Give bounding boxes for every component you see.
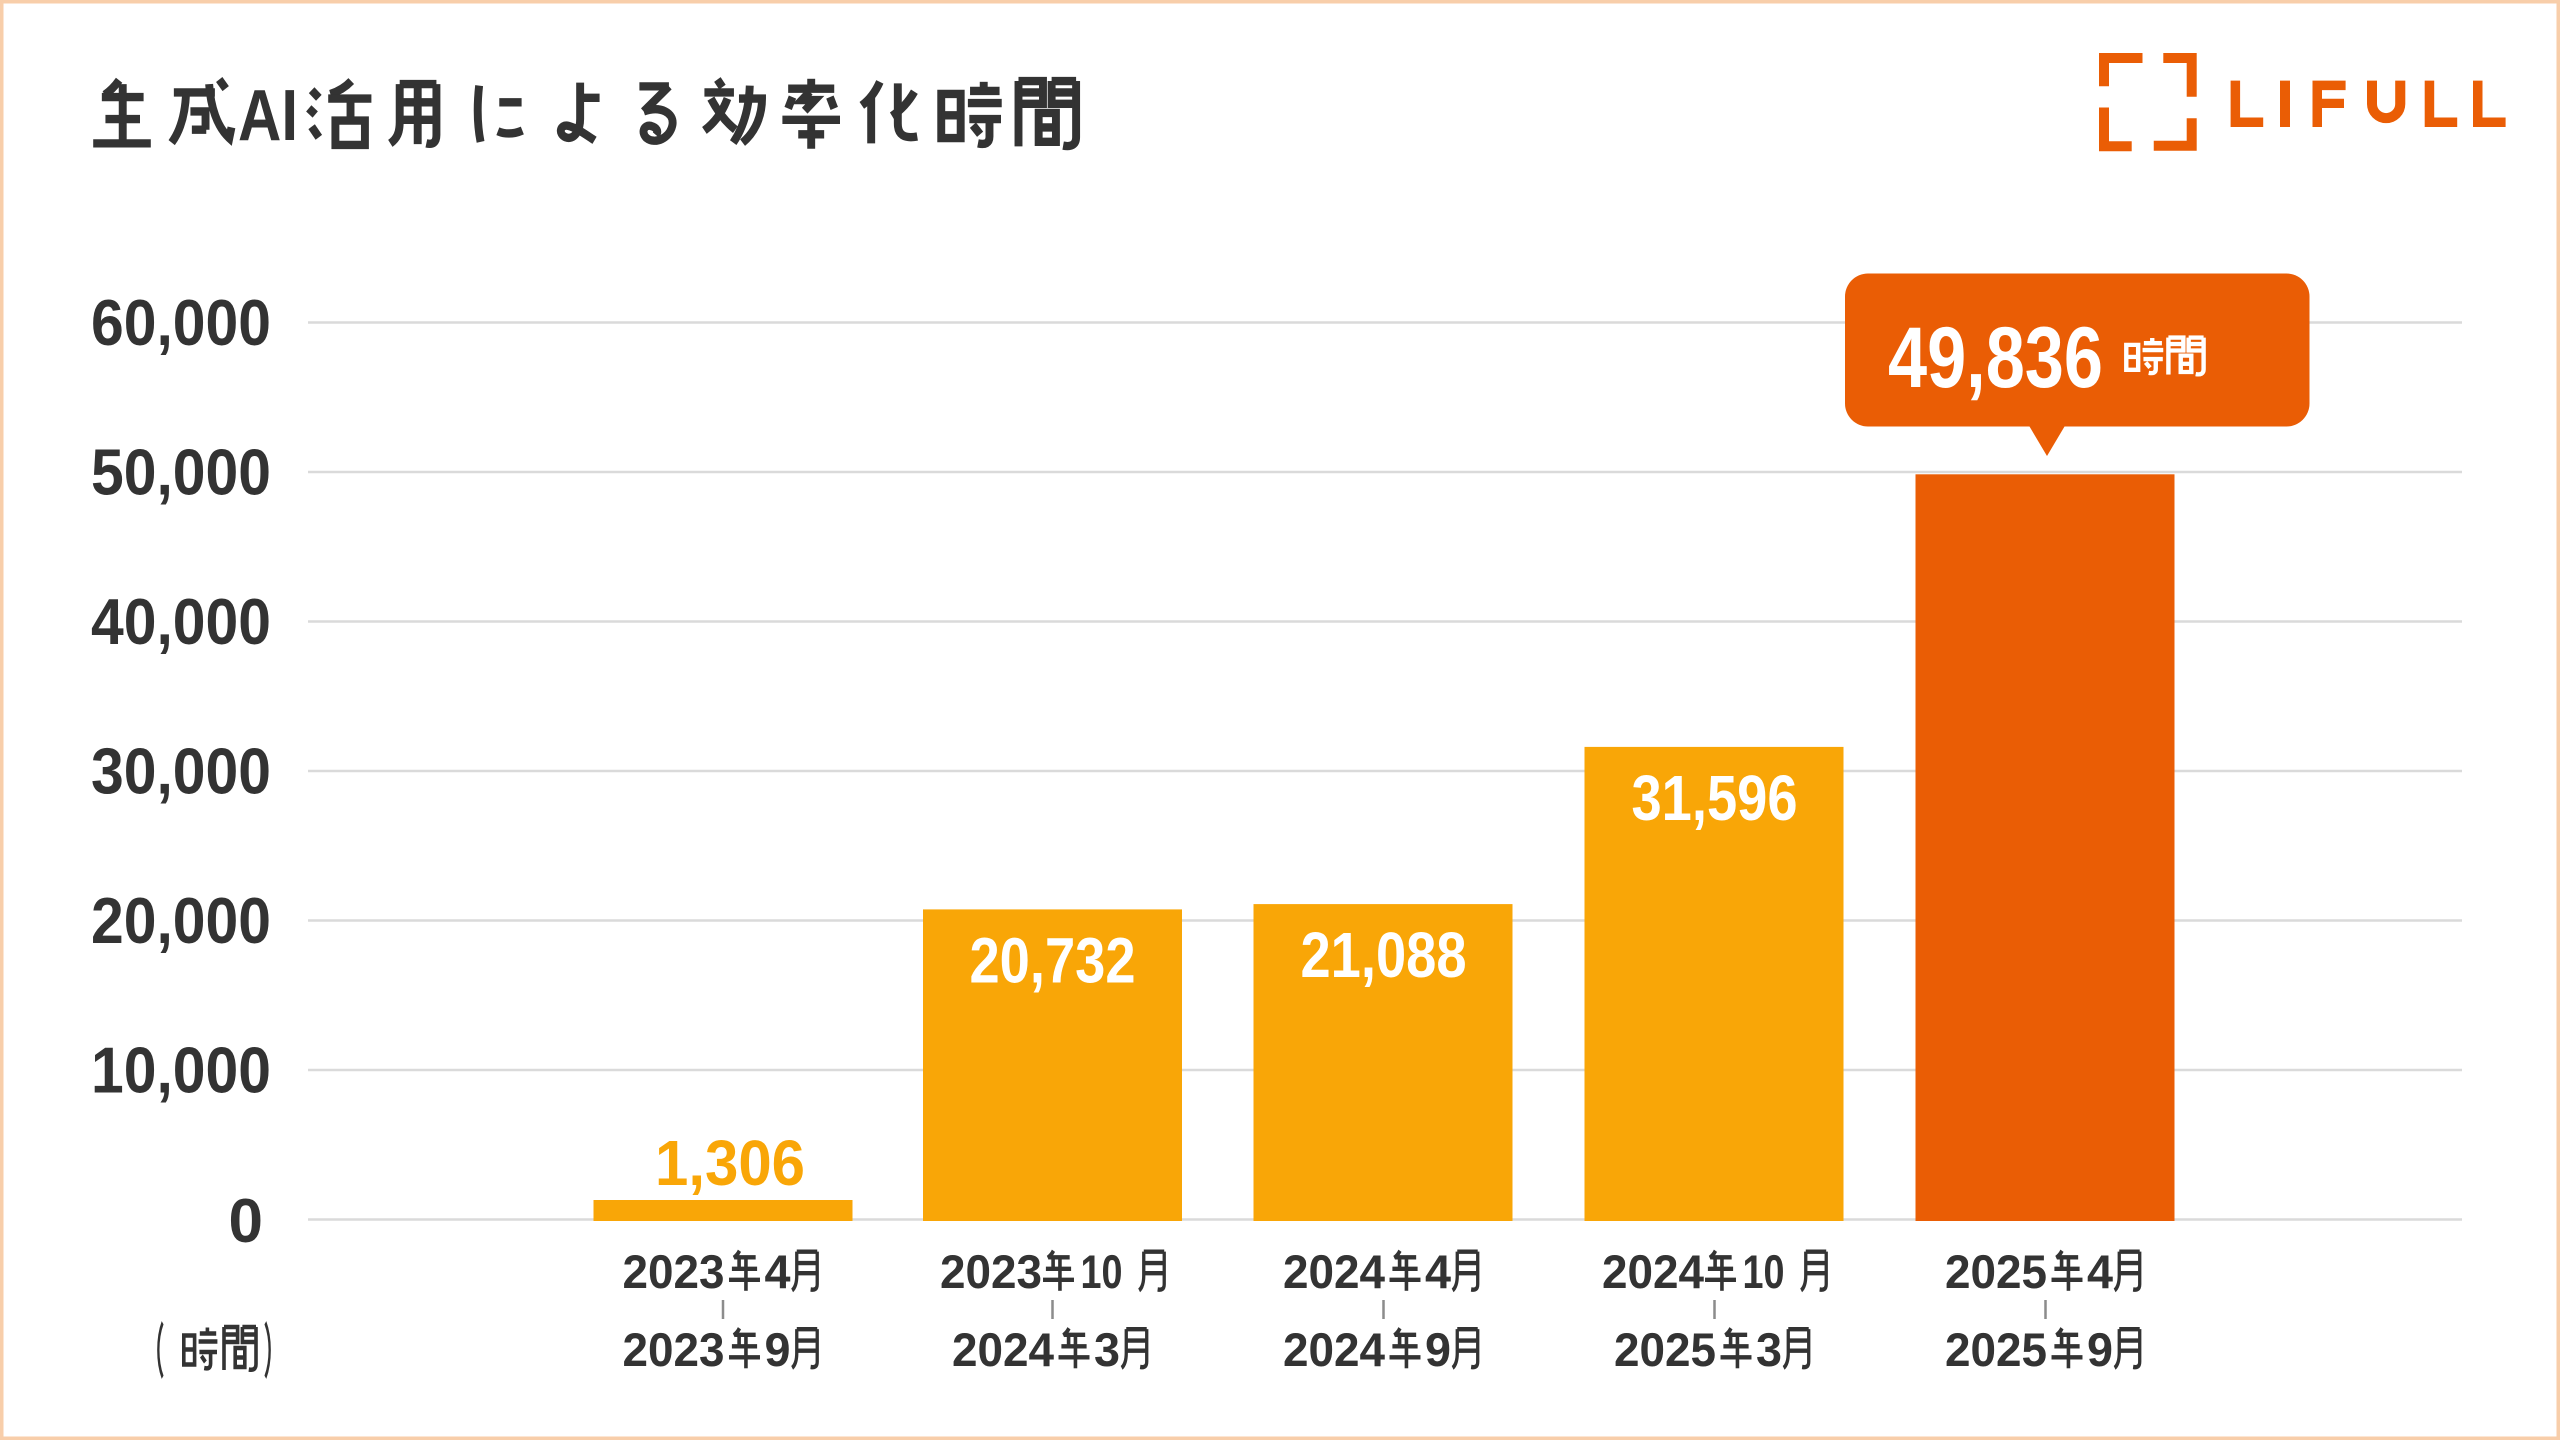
svg-text:4: 4 [765,1245,791,1298]
svg-text:10,000: 10,000 [91,1034,271,1107]
svg-text:49,836: 49,836 [1888,310,2103,406]
svg-text:2024: 2024 [1283,1245,1385,1298]
svg-text:40,000: 40,000 [91,585,271,658]
svg-text:4: 4 [1425,1245,1451,1298]
svg-text:2024: 2024 [1283,1323,1385,1376]
svg-text:10: 10 [1081,1245,1123,1298]
svg-text:AI: AI [238,76,298,156]
svg-text:0: 0 [229,1187,263,1256]
svg-text:21,088: 21,088 [1301,919,1467,991]
svg-text:2024: 2024 [1602,1245,1704,1298]
svg-text:60,000: 60,000 [91,286,271,359]
svg-text:20,000: 20,000 [91,884,271,957]
svg-text:1,306: 1,306 [655,1127,805,1199]
svg-text:9: 9 [2087,1323,2113,1376]
svg-text:2023: 2023 [940,1245,1042,1298]
svg-text:2024: 2024 [952,1323,1054,1376]
svg-text:2023: 2023 [623,1245,725,1298]
svg-text:2025: 2025 [1945,1323,2047,1376]
svg-text:3: 3 [1094,1323,1120,1376]
svg-text:30,000: 30,000 [91,735,271,808]
svg-text:9: 9 [1425,1323,1451,1376]
svg-text:50,000: 50,000 [91,436,271,509]
svg-text:3: 3 [1756,1323,1782,1376]
svg-text:31,596: 31,596 [1632,762,1798,834]
svg-text:20,732: 20,732 [970,924,1136,996]
svg-text:2025: 2025 [1945,1245,2047,1298]
svg-text:9: 9 [765,1323,791,1376]
svg-text:10: 10 [1743,1245,1785,1298]
svg-text:4: 4 [2087,1245,2113,1298]
svg-text:2023: 2023 [623,1323,725,1376]
svg-text:2025: 2025 [1614,1323,1716,1376]
